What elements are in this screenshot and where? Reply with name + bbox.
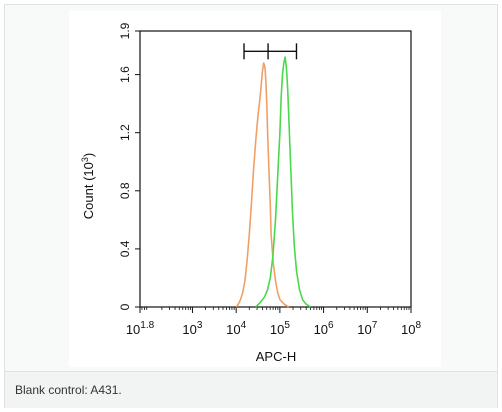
y-tick-label-3: 1.2 xyxy=(118,124,132,141)
plot-frame xyxy=(139,30,412,308)
x-tick-label-0: 101.8 xyxy=(126,320,155,337)
histogram-figure: Count (103) APC-H 0 0.4 0.8 1.2 1.6 1.9 101.8 1… xyxy=(69,11,441,367)
x-tick-label-6: 108 xyxy=(401,320,421,337)
y-tick-label-1: 0.4 xyxy=(118,240,132,257)
y-axis-label: Count (103) xyxy=(80,153,96,219)
x-tick-label-5: 107 xyxy=(357,320,377,337)
y-tick-label-4: 1.6 xyxy=(118,66,132,83)
y-axis-label-main: Count (10 xyxy=(81,162,96,219)
histogram-series-1 xyxy=(255,56,311,308)
caption-bar: Blank control: A431. xyxy=(5,371,497,408)
x-tick-label-4: 106 xyxy=(314,320,334,337)
y-tick-label-2: 0.8 xyxy=(118,182,132,199)
x-axis-label: APC-H xyxy=(256,349,296,364)
histogram-series-0 xyxy=(235,62,290,308)
y-tick-label-5: 1.9 xyxy=(118,22,132,39)
x-tick-label-1: 103 xyxy=(182,320,202,337)
y-tick-label-0: 0 xyxy=(118,303,132,310)
svg-text:Count (103): Count (103) xyxy=(80,153,96,219)
y-axis-label-close: ) xyxy=(81,153,96,157)
figure-caption: Blank control: A431. xyxy=(15,383,122,397)
x-tick-label-2: 104 xyxy=(226,320,246,337)
x-tick-label-3: 105 xyxy=(270,320,290,337)
y-axis-label-exp: 3 xyxy=(80,157,90,162)
flow-histogram-chart: Count (103) APC-H 0 0.4 0.8 1.2 1.6 1.9 101.8 1… xyxy=(80,22,421,364)
figure-card: Count (103) APC-H 0 0.4 0.8 1.2 1.6 1.9 101.8 1… xyxy=(4,4,498,408)
